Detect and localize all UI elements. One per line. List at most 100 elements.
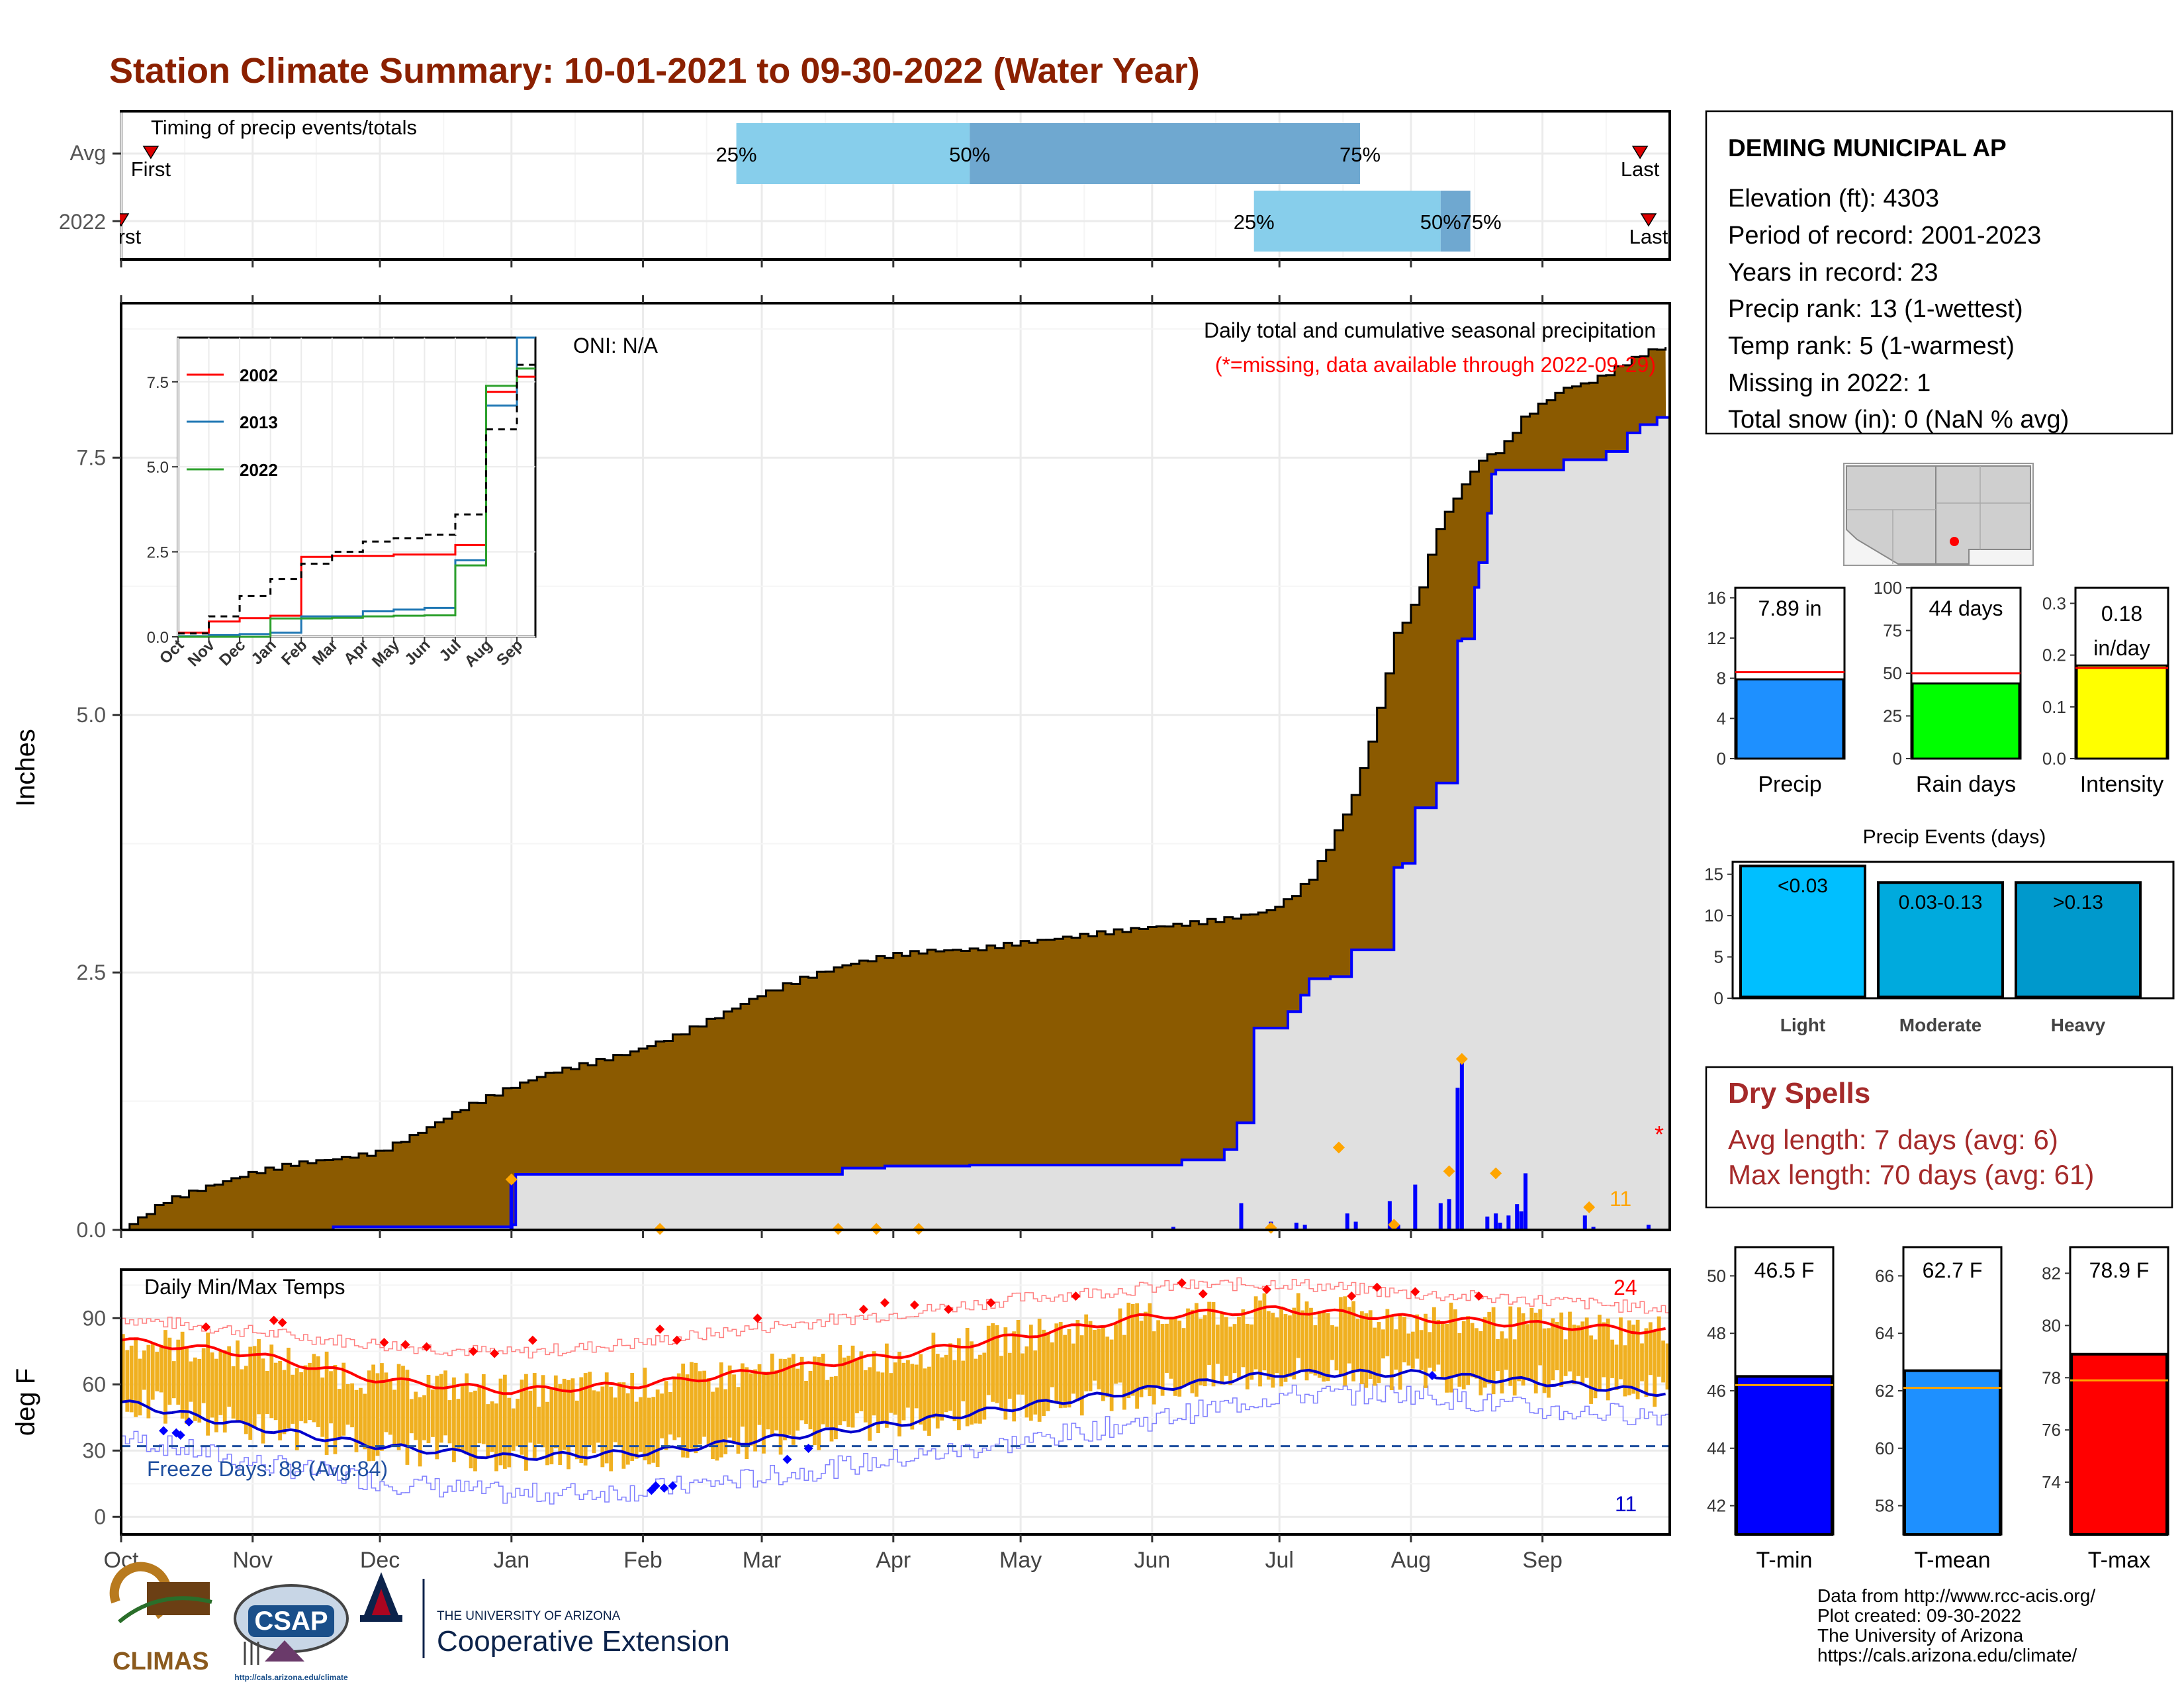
daily-temp-bar (681, 1363, 686, 1458)
daily-temp-bar (524, 1374, 528, 1471)
daily-temp-bar (762, 1372, 766, 1454)
inset-ytick-label: 0.0 (147, 629, 169, 647)
daily-temp-bar (367, 1370, 371, 1462)
temp-bar-value (1903, 1369, 2001, 1536)
daily-temp-bar (185, 1346, 189, 1425)
daily-precip-bar (1438, 1203, 1443, 1230)
daily-temp-bar (583, 1373, 588, 1466)
daily-temp-bar (956, 1338, 961, 1430)
temp-bar-tick-label: 48 (1707, 1323, 1726, 1343)
timing-q75-label: 75% (1340, 143, 1381, 166)
average-cumulative-area (121, 347, 1670, 1230)
daily-precip-bar (1646, 1225, 1651, 1230)
precip-event-range: >0.13 (2053, 892, 2103, 914)
daily-temp-bar (1406, 1333, 1411, 1366)
coop-extension: Cooperative Extension (437, 1625, 730, 1658)
daily-temp-bar (422, 1395, 426, 1440)
event-marker (1332, 1141, 1345, 1154)
precip-events-chart: Precip Events (days) <0.03 Light 0.03-0.13… (1704, 826, 2175, 1035)
daily-temp-bar (1525, 1324, 1529, 1379)
daily-temp-bar (206, 1333, 210, 1436)
daily-temp-bar (549, 1388, 554, 1465)
daily-temp-bar (698, 1371, 702, 1445)
record-low-marker (668, 1481, 678, 1491)
daily-temp-bar (236, 1340, 240, 1421)
daily-temp-bar (1046, 1332, 1050, 1411)
daily-temp-bar (1343, 1296, 1347, 1386)
record-high-marker (672, 1335, 682, 1345)
daily-temp-bar (715, 1387, 719, 1461)
daily-temp-bar (1071, 1343, 1075, 1394)
daily-temp-bar (324, 1351, 329, 1455)
daily-temp-bar (532, 1373, 537, 1458)
temp-y-label: deg F (11, 1368, 40, 1436)
daily-temp-bar (1602, 1322, 1606, 1378)
daily-temp-bar (1368, 1310, 1373, 1380)
daily-temp-bar (842, 1357, 846, 1422)
daily-temp-bar (901, 1362, 906, 1421)
daily-temp-bar (494, 1403, 498, 1472)
precip-event-range: <0.03 (1778, 875, 1828, 897)
small-bar-value (1735, 678, 1844, 760)
daily-temp-bar (1402, 1317, 1406, 1363)
daily-temp-bar (1126, 1302, 1131, 1399)
daily-temp-bar (1584, 1317, 1589, 1378)
month-label: Dec (360, 1548, 400, 1573)
footer-university: The University of Arizona (1817, 1625, 2024, 1646)
precip-ytick-label: 5.0 (77, 703, 106, 727)
event-marker (1443, 1165, 1455, 1178)
daily-temp-bar (1156, 1320, 1161, 1388)
temp-max-count: 24 (1614, 1276, 1637, 1299)
daily-temp-bar (1109, 1339, 1114, 1411)
daily-temp-bar (1258, 1300, 1262, 1387)
daily-temp-bar (1288, 1315, 1292, 1378)
daily-temp-bar (711, 1391, 715, 1460)
daily-temp-bar (257, 1339, 261, 1415)
daily-temp-bar (952, 1360, 957, 1422)
temp-bar-value-text: 46.5 F (1754, 1258, 1815, 1282)
record-high-marker (1198, 1289, 1208, 1299)
daily-precip-bar (1494, 1213, 1498, 1230)
footer-url: https://cals.arizona.edu/climate/ (1817, 1645, 2077, 1665)
precip-event-count: 11 (1610, 1187, 1631, 1211)
daily-temp-bar (1330, 1325, 1334, 1360)
daily-temp-bar (1058, 1322, 1063, 1409)
daily-temp-bar (460, 1385, 465, 1452)
inset-legend-2013: 2013 (240, 412, 278, 432)
daily-temp-bar (1606, 1318, 1610, 1401)
daily-temp-bar (163, 1330, 167, 1424)
daily-temp-bar (469, 1392, 473, 1469)
inset-ytick-label: 5.0 (147, 459, 169, 477)
daily-temp-bar (1640, 1343, 1644, 1382)
daily-temp-bar (1453, 1309, 1457, 1376)
daily-temp-bar (863, 1370, 868, 1423)
daily-temp-bar (1173, 1318, 1177, 1396)
temp-bar-tick-label: 44 (1707, 1438, 1726, 1458)
daily-temp-bar (1024, 1346, 1029, 1418)
daily-temp-bar (999, 1356, 1003, 1411)
daily-temp-bar (1093, 1330, 1097, 1381)
precip-event-label: Heavy (2051, 1015, 2106, 1035)
page-title: Station Climate Summary: 10-01-2021 to 0… (109, 51, 1200, 91)
daily-temp-bar (804, 1381, 808, 1424)
small-bar-tick-label: 75 (1883, 621, 1902, 641)
station-period: Period of record: 2001-2023 (1728, 222, 2041, 250)
daily-temp-bar (287, 1347, 291, 1429)
dry-spells-title: Dry Spells (1728, 1077, 1870, 1109)
daily-temp-bar (906, 1360, 910, 1408)
daily-temp-bar (473, 1390, 477, 1472)
daily-temp-bar (541, 1375, 545, 1448)
daily-temp-bar (1351, 1301, 1355, 1382)
daily-temp-bar (146, 1344, 151, 1419)
daily-temp-bar (1517, 1307, 1521, 1382)
temp-bar-tick-label: 42 (1707, 1496, 1726, 1516)
daily-temp-bar (1648, 1322, 1653, 1376)
daily-temp-bar (562, 1378, 567, 1450)
record-high-marker (1261, 1285, 1271, 1294)
daily-temp-bar (1067, 1329, 1071, 1408)
event-marker (1583, 1201, 1596, 1213)
daily-temp-bar (1555, 1321, 1559, 1371)
daily-temp-bar (791, 1354, 796, 1445)
daily-temp-bar (651, 1397, 656, 1463)
record-low-marker (175, 1430, 185, 1440)
